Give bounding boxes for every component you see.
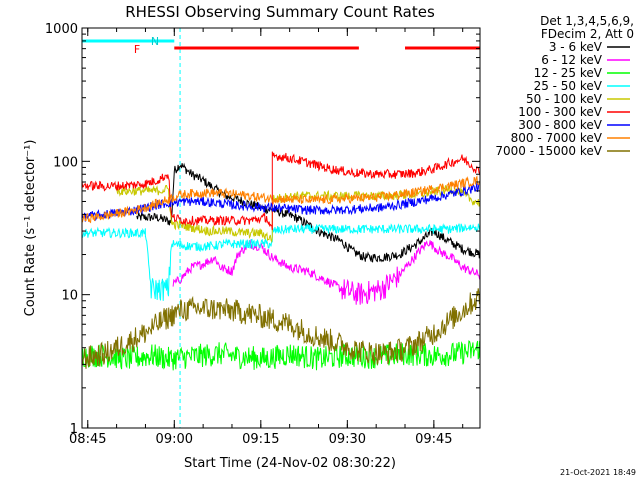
series-line-6 [82,182,480,222]
legend-label-2: 12 - 25 keV [534,66,603,80]
legend-label-8: 7000 - 15000 keV [495,144,602,158]
legend-label-7: 800 - 7000 keV [511,131,603,145]
x-tick-label-0: 08:45 [69,432,106,447]
x-tick-label-2: 09:15 [242,432,279,447]
night-flag-label: N [151,35,159,48]
x-axis-label: Start Time (24-Nov-02 08:30:22) [184,456,396,471]
x-tick-label-4: 09:45 [415,432,452,447]
legend-header-line-2: FDecim 2, Att 0 [541,27,634,41]
legend: Det 1,3,4,5,6,9, FDecim 2, Att 0 3 - 6 k… [495,14,634,158]
x-tick-label-3: 09:30 [329,432,366,447]
legend-label-3: 25 - 50 keV [534,79,603,93]
series-line-5 [82,151,480,231]
series-line-0 [136,162,480,263]
series-line-7 [82,175,480,224]
series-line-2 [82,339,480,371]
plot-area [82,28,480,428]
series-line-1 [172,239,480,305]
y-tick-label-2: 100 [53,155,78,170]
plot-frame [81,27,481,429]
legend-header-line-1: Det 1,3,4,5,6,9, [540,14,634,28]
generation-timestamp: 21-Oct-2021 18:49 [560,468,636,477]
y-tick-label-3: 1000 [45,22,78,37]
x-axis: 08:45 09:00 09:15 09:30 09:45 [69,28,464,447]
legend-label-5: 100 - 300 keV [518,105,602,119]
chart-title: RHESSI Observing Summary Count Rates [125,3,435,21]
y-axis-label: Count Rate (s⁻¹ detector⁻¹) [23,140,38,317]
legend-label-4: 50 - 100 keV [526,92,603,106]
legend-label-0: 3 - 6 keV [549,40,603,54]
series-group [82,28,480,428]
legend-label-1: 6 - 12 keV [541,53,603,67]
series-line-3 [82,222,480,301]
series-line-4 [116,183,480,244]
y-axis: 1 10 100 1000 [45,22,480,437]
flare-flag-label: F [134,43,140,56]
y-tick-label-1: 10 [61,289,78,304]
series-line-8 [82,288,480,369]
x-tick-label-1: 09:00 [156,432,193,447]
legend-label-6: 300 - 800 keV [518,118,602,132]
y-tick-label-0: 1 [70,422,78,437]
